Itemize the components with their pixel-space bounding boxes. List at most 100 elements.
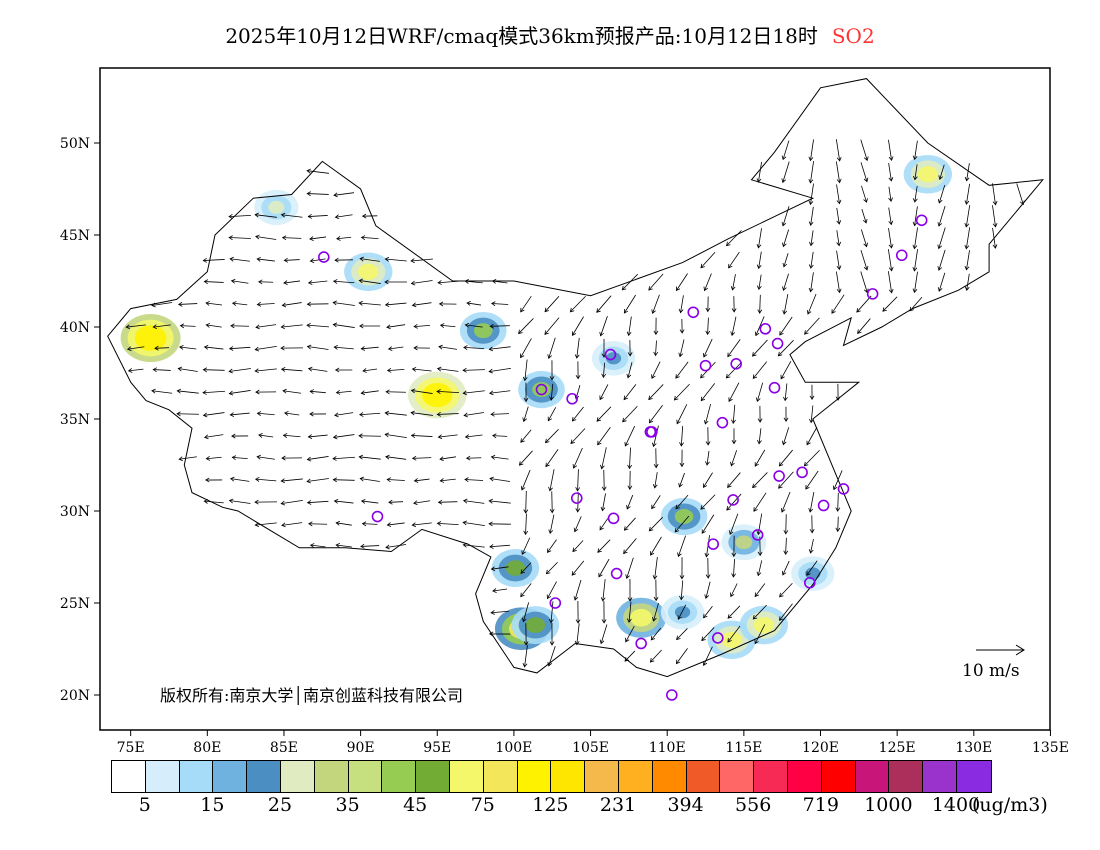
colorbar-label: 719 xyxy=(802,794,839,816)
wind-vector xyxy=(488,346,511,352)
wind-vector xyxy=(523,491,529,514)
station-marker xyxy=(727,494,739,506)
station-marker xyxy=(707,538,720,550)
wind-vector xyxy=(547,539,557,554)
wind-vector xyxy=(625,557,634,580)
wind-vector xyxy=(335,543,352,548)
colorbar-swatch xyxy=(652,761,687,792)
wind-vector xyxy=(836,230,842,247)
wind-vector xyxy=(437,499,458,505)
wind-vector xyxy=(674,515,690,533)
colorbar-swatch xyxy=(686,761,721,792)
wind-vector xyxy=(230,278,249,284)
wind-vector xyxy=(731,296,737,313)
wind-vector xyxy=(626,362,633,379)
so2-hotspot xyxy=(344,252,393,292)
wind-vector xyxy=(912,249,919,272)
wind-vector xyxy=(964,250,970,271)
wind-vector xyxy=(780,491,791,513)
wind-vector xyxy=(488,498,511,504)
wind-vector xyxy=(757,294,763,314)
wind-vector xyxy=(306,191,329,197)
wind-vector xyxy=(410,258,433,264)
station-marker xyxy=(570,492,583,504)
wind-vector xyxy=(281,235,302,241)
wind-vector xyxy=(571,406,584,422)
map-frame xyxy=(99,67,1051,731)
wind-vector xyxy=(385,454,407,460)
wind-vector xyxy=(520,469,531,491)
station-marker xyxy=(796,466,808,479)
wind-vector xyxy=(627,340,633,357)
lon-tick-label: 85E xyxy=(270,740,298,756)
wind-vector xyxy=(964,183,970,205)
wind-vector xyxy=(490,566,509,572)
so2-hotspot xyxy=(408,371,467,419)
wind-vector xyxy=(676,404,688,425)
so2-hotspot xyxy=(660,497,708,536)
wind-vector xyxy=(462,498,485,504)
colorbar-swatch xyxy=(754,761,788,792)
station-marker xyxy=(318,251,330,263)
wind-vector xyxy=(755,382,764,403)
wind-vector xyxy=(650,627,662,641)
wind-vector xyxy=(599,316,608,337)
wind-vector xyxy=(835,161,842,184)
wind-vector xyxy=(521,537,531,555)
wind-vector xyxy=(436,389,459,394)
wind-vector xyxy=(439,456,457,462)
colorbar-swatch xyxy=(382,761,417,792)
wind-vector xyxy=(462,367,485,373)
wind-vector xyxy=(652,557,658,580)
wind-vector xyxy=(729,513,739,535)
wind-vector xyxy=(675,361,689,379)
wind-vector xyxy=(601,362,607,379)
wind-vector xyxy=(281,302,302,308)
station-marker xyxy=(635,637,647,650)
colorbar-label: 15 xyxy=(200,794,225,816)
wind-vector xyxy=(937,184,946,204)
colorbar-swatch xyxy=(517,761,552,792)
wind-vector xyxy=(489,544,511,549)
wind-vector xyxy=(306,500,329,505)
wind-vector xyxy=(860,139,869,162)
wind-vector xyxy=(178,456,197,462)
station-marker xyxy=(817,499,830,512)
lat-tick-label: 25N xyxy=(60,596,90,612)
wind-vector xyxy=(679,557,685,580)
wind-vector xyxy=(282,433,301,438)
lon-tick-label: 100E xyxy=(495,740,532,756)
wind-vector xyxy=(463,412,484,418)
wind-vector xyxy=(598,558,610,578)
wind-vector xyxy=(912,185,918,203)
lon-tick-label: 130E xyxy=(955,740,992,756)
wind-vector xyxy=(678,295,684,314)
wind-vector xyxy=(335,390,352,395)
wind-vector xyxy=(705,296,711,313)
wind-vector xyxy=(360,498,379,504)
wind-scale-label: 10 m/s xyxy=(962,661,1020,681)
wind-vector xyxy=(937,227,946,250)
wind-vector xyxy=(700,383,716,402)
wind-vector xyxy=(413,478,430,483)
wind-vector xyxy=(596,406,612,422)
wind-vector xyxy=(309,258,326,264)
wind-vector xyxy=(728,382,740,402)
wind-vector xyxy=(754,624,766,645)
wind-vector xyxy=(388,499,404,505)
lon-tick-label: 95E xyxy=(423,740,451,756)
wind-vector xyxy=(361,521,378,527)
colorbar-label: 231 xyxy=(599,794,637,816)
wind-vector xyxy=(937,272,946,292)
wind-vector xyxy=(437,434,458,440)
wind-vector xyxy=(861,208,868,224)
wind-vector xyxy=(462,542,485,548)
wind-vector xyxy=(705,557,711,579)
colorbar-label: 45 xyxy=(403,794,428,816)
wind-vector xyxy=(779,316,793,336)
station-marker xyxy=(866,288,879,300)
wind-vector xyxy=(860,162,869,183)
wind-vector xyxy=(336,236,352,241)
colorbar-swatch xyxy=(449,761,484,792)
wind-vector xyxy=(309,543,326,548)
